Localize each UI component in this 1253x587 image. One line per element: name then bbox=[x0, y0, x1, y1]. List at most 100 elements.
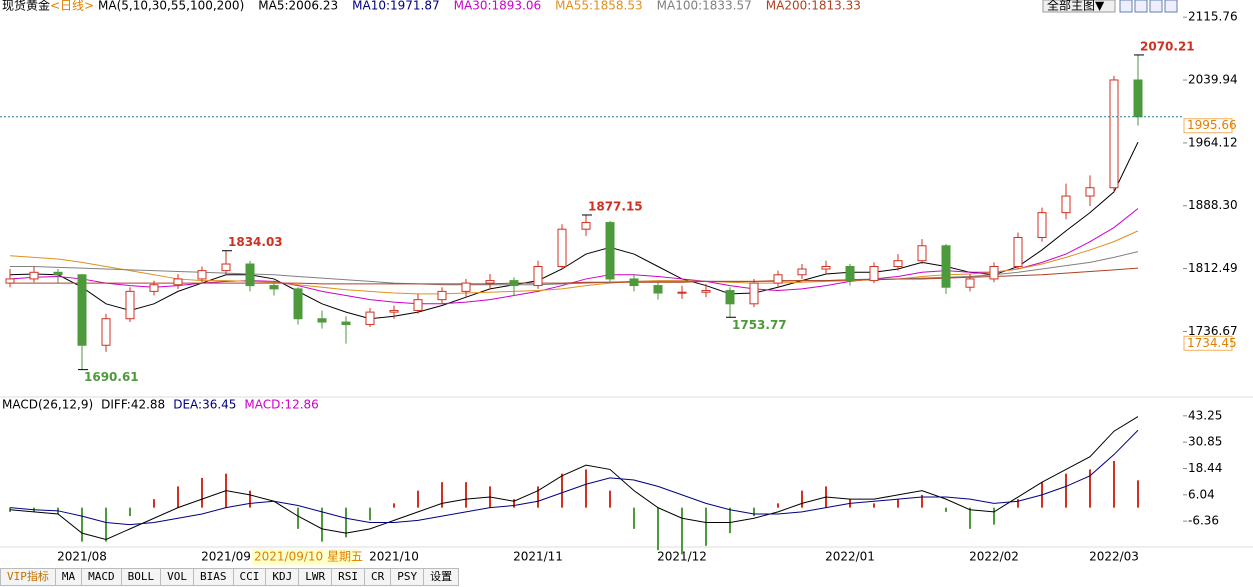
ma-legend: MA(5,10,30,55,100,200) bbox=[98, 0, 244, 13]
candle-body bbox=[605, 222, 615, 280]
macd-y-tick-label: 43.25 bbox=[1188, 408, 1222, 422]
candle-body bbox=[413, 299, 423, 311]
x-tick-label: 2021/10 bbox=[369, 550, 419, 564]
candle-body bbox=[437, 290, 447, 301]
indicator-tab[interactable]: PSY bbox=[390, 568, 424, 586]
indicator-tab[interactable]: LWR bbox=[298, 568, 332, 586]
candle-body bbox=[1061, 195, 1071, 214]
icon-button[interactable] bbox=[1134, 0, 1148, 13]
extreme-label: 1753.77 bbox=[732, 318, 787, 332]
diff-line bbox=[9, 416, 1139, 541]
macd-y-tick-label: 6.04 bbox=[1188, 487, 1215, 501]
macd-y-tick-label: 18.44 bbox=[1188, 461, 1222, 475]
candle-body bbox=[485, 280, 495, 284]
candle-body bbox=[821, 266, 831, 270]
candle-body bbox=[773, 274, 783, 284]
icon-button[interactable] bbox=[1149, 0, 1163, 13]
y-tick-label: 1736.67 bbox=[1188, 324, 1238, 338]
extreme-label: 1877.15 bbox=[588, 199, 643, 213]
main-chart-button[interactable] bbox=[1042, 0, 1116, 13]
candle-body bbox=[293, 288, 303, 320]
candle-body bbox=[869, 266, 879, 282]
indicator-tab[interactable]: KDJ bbox=[265, 568, 299, 586]
candle-body bbox=[1013, 236, 1023, 268]
x-tick-label: 2021/11 bbox=[513, 550, 563, 564]
candle-body bbox=[941, 245, 951, 288]
instrument: 现货黄金 bbox=[2, 0, 50, 13]
indicator-tab[interactable]: VIP指标 bbox=[0, 568, 55, 586]
ma-legend: MA30:1893.06 bbox=[454, 0, 542, 13]
indicator-tab[interactable]: BOLL bbox=[120, 568, 161, 586]
macd-y-tick-label: -6.36 bbox=[1188, 514, 1219, 528]
candle-body bbox=[965, 278, 975, 288]
candle-body bbox=[101, 318, 111, 346]
y-tick-label: 1812.49 bbox=[1188, 261, 1238, 275]
candle-body bbox=[389, 309, 399, 313]
candle-body bbox=[653, 285, 663, 294]
indicator-tab[interactable]: BIAS bbox=[193, 568, 233, 586]
indicator-tab[interactable]: CR bbox=[364, 568, 391, 586]
candle-body bbox=[173, 278, 183, 286]
ma-legend: MA5:2006.23 bbox=[258, 0, 338, 13]
macd-legend: DEA:36.45 bbox=[173, 398, 236, 412]
indicator-tab[interactable]: MACD bbox=[81, 568, 121, 586]
x-tick-label: 2021/12 bbox=[657, 550, 707, 564]
dea-line bbox=[9, 429, 1139, 526]
candle-body bbox=[1109, 79, 1119, 189]
candle-body bbox=[125, 290, 135, 320]
candle-body bbox=[509, 280, 519, 287]
candle-body bbox=[29, 271, 39, 280]
y-tick-label: 1964.12 bbox=[1188, 135, 1238, 149]
candle-body bbox=[245, 263, 255, 287]
candle-body bbox=[989, 266, 999, 280]
current-price-label: 1995.66 bbox=[1187, 118, 1237, 132]
candle-body bbox=[629, 278, 639, 287]
indicator-tab[interactable]: VOL bbox=[160, 568, 193, 586]
cursor-date: 2021/09/10 星期五 bbox=[254, 550, 363, 564]
extreme-label: 1690.61 bbox=[84, 370, 139, 384]
x-tick-label: 2022/01 bbox=[825, 550, 875, 564]
x-tick-label: 2022/03 bbox=[1089, 550, 1139, 564]
candle-body bbox=[581, 222, 591, 230]
candle-body bbox=[749, 282, 759, 305]
indicator-tab[interactable]: RSI bbox=[331, 568, 364, 586]
y-tick-label: 2115.76 bbox=[1188, 10, 1238, 24]
y-tick-label: 1888.30 bbox=[1188, 198, 1238, 212]
candle-body bbox=[317, 318, 327, 323]
x-tick-label: 2021/09 bbox=[201, 550, 251, 564]
icon-button[interactable] bbox=[1119, 0, 1133, 13]
current-price-box bbox=[1183, 118, 1233, 134]
cursor-date-box bbox=[252, 549, 357, 565]
axis-marker-box bbox=[1183, 335, 1233, 351]
indicator-tab[interactable]: CCI bbox=[232, 568, 266, 586]
ma-legend: MA10:1971.87 bbox=[352, 0, 440, 13]
extreme-label: 1834.03 bbox=[228, 235, 283, 249]
main-chart-button-label[interactable]: 全部主图▼ bbox=[1047, 0, 1105, 13]
candle-body bbox=[845, 266, 855, 282]
extreme-label: 2070.21 bbox=[1140, 39, 1195, 53]
x-tick-label: 2022/02 bbox=[969, 550, 1019, 564]
candle-body bbox=[677, 291, 687, 294]
candle-body bbox=[725, 290, 735, 305]
candle-body bbox=[797, 268, 807, 276]
axis-marker-label: 1734.45 bbox=[1187, 336, 1237, 350]
candle-body bbox=[1085, 187, 1095, 197]
indicator-tab[interactable]: MA bbox=[54, 568, 82, 586]
candle-body bbox=[701, 290, 711, 293]
candle-body bbox=[461, 282, 471, 292]
candle-body bbox=[1133, 79, 1143, 118]
indicator-tabs: VIP指标 MA MACD BOLL VOL BIAS CCI KDJ LWR RSI CR PSY 设… bbox=[0, 568, 460, 586]
ma-legend: MA55:1858.53 bbox=[555, 0, 643, 13]
candle-body bbox=[533, 266, 543, 287]
candle-body bbox=[557, 228, 567, 268]
x-tick-label: 2021/08 bbox=[57, 550, 107, 564]
candle-body bbox=[917, 245, 927, 262]
candle-body bbox=[197, 270, 207, 280]
indicator-tab[interactable]: 设置 bbox=[423, 568, 460, 586]
candle-body bbox=[1037, 212, 1047, 238]
macd-legend: MACD(26,12,9) bbox=[2, 398, 93, 412]
candle-body bbox=[77, 274, 87, 346]
macd-y-tick-label: 30.85 bbox=[1188, 435, 1222, 449]
icon-button[interactable] bbox=[1164, 0, 1178, 13]
